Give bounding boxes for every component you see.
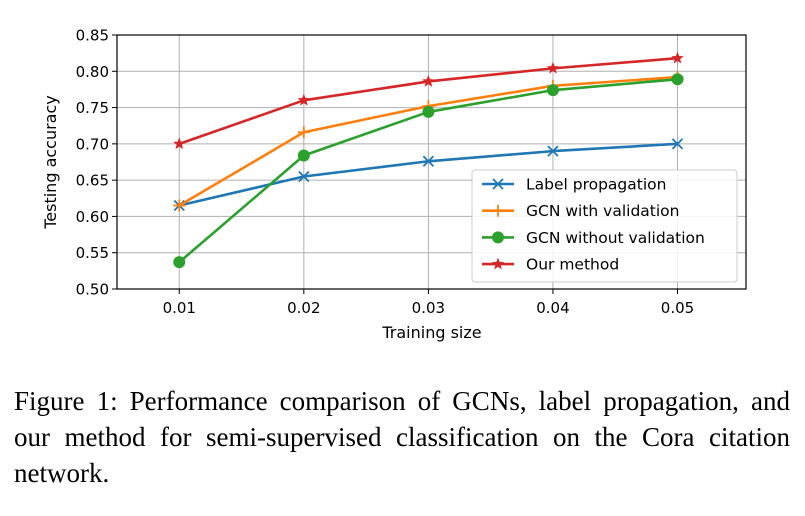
legend-entry: GCN without validation — [482, 229, 705, 247]
legend-marker — [491, 257, 505, 270]
data-point — [297, 126, 310, 139]
legend-label: GCN with validation — [526, 202, 679, 220]
x-tick-label: 0.04 — [536, 299, 569, 317]
plot-frame — [116, 34, 747, 290]
legend-entry: Label propagation — [482, 176, 666, 194]
data-point — [297, 149, 310, 162]
legend-marker — [492, 178, 504, 190]
legend-entry: Our method — [482, 256, 619, 274]
y-tick-label: 0.80 — [76, 63, 109, 81]
data-point — [422, 155, 435, 167]
legend-entry: GCN with validation — [482, 202, 679, 220]
legend-marker — [492, 231, 504, 244]
data-point — [422, 105, 435, 118]
x-tick-label: 0.02 — [287, 299, 320, 317]
x-tick-label: 0.05 — [661, 299, 694, 317]
data-point — [422, 74, 435, 87]
data-point — [546, 61, 560, 74]
data-point — [297, 93, 311, 106]
y-tick-label: 0.75 — [76, 99, 109, 117]
figure-caption: Figure 1: Performance comparison of GCNs… — [14, 386, 790, 488]
x-tick-label: 0.03 — [412, 299, 445, 317]
legend-marker — [492, 204, 504, 217]
y-axis-ticks: 0.50 0.55 0.60 0.65 0.70 0.75 0.80 0.85 — [76, 27, 117, 299]
data-point — [671, 73, 684, 86]
y-axis-label: Testing accuracy — [41, 95, 60, 230]
data-series — [173, 51, 684, 269]
x-axis-label: Training size — [381, 323, 481, 342]
legend: Label propagation GCN with validation GCN … — [471, 169, 738, 283]
data-point — [671, 51, 684, 64]
data-point — [173, 137, 186, 150]
y-tick-label: 0.55 — [76, 244, 109, 262]
data-point — [546, 84, 559, 97]
data-point — [173, 256, 186, 269]
x-axis-ticks: 0.01 0.02 0.03 0.04 0.05 — [163, 289, 694, 317]
y-tick-label: 0.65 — [76, 172, 109, 190]
y-tick-label: 0.70 — [76, 135, 109, 153]
y-tick-label: 0.50 — [76, 281, 109, 299]
series-2 — [173, 73, 684, 269]
data-point — [298, 170, 310, 183]
legend-label: Label propagation — [526, 176, 666, 194]
legend-label: Our method — [526, 256, 619, 274]
line-chart: 0.500.550.600.650.700.750.800.85 0.01 0.0… — [41, 27, 747, 342]
data-point — [173, 199, 186, 212]
y-tick-label: 0.85 — [76, 27, 109, 45]
legend-label: GCN without validation — [526, 229, 705, 247]
legend-box — [471, 169, 738, 283]
data-point — [671, 138, 684, 150]
axes — [116, 34, 747, 290]
series-3 — [173, 51, 684, 150]
y-tick-label: 0.60 — [76, 208, 109, 226]
x-tick-label: 0.01 — [163, 299, 196, 317]
data-point — [547, 145, 559, 157]
